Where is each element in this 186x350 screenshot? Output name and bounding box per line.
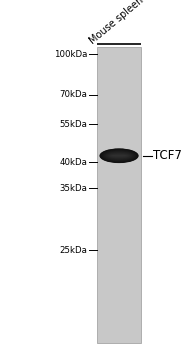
Ellipse shape (110, 154, 128, 157)
Ellipse shape (112, 155, 126, 156)
Ellipse shape (110, 154, 128, 158)
Ellipse shape (108, 153, 130, 159)
Ellipse shape (102, 149, 136, 162)
Ellipse shape (102, 150, 136, 162)
Text: 25kDa: 25kDa (60, 246, 87, 255)
Text: 70kDa: 70kDa (60, 90, 87, 99)
Text: 35kDa: 35kDa (60, 184, 87, 193)
Ellipse shape (99, 148, 139, 163)
Ellipse shape (104, 150, 134, 161)
Ellipse shape (103, 150, 135, 161)
Ellipse shape (111, 155, 127, 157)
Ellipse shape (110, 154, 129, 158)
Ellipse shape (106, 152, 132, 159)
Ellipse shape (112, 155, 126, 156)
Ellipse shape (105, 151, 134, 160)
Text: 100kDa: 100kDa (54, 50, 87, 59)
Ellipse shape (105, 152, 133, 160)
Ellipse shape (100, 149, 138, 163)
Ellipse shape (101, 149, 137, 162)
Bar (97, 47, 141, 343)
Ellipse shape (100, 149, 138, 163)
Ellipse shape (106, 152, 132, 160)
Ellipse shape (107, 153, 131, 159)
Ellipse shape (104, 151, 134, 161)
Ellipse shape (108, 153, 130, 159)
Text: 55kDa: 55kDa (60, 120, 87, 129)
Ellipse shape (113, 155, 125, 156)
Text: TCF7: TCF7 (153, 149, 181, 162)
Text: 40kDa: 40kDa (60, 158, 87, 167)
Ellipse shape (107, 152, 131, 159)
Ellipse shape (101, 149, 137, 162)
Ellipse shape (109, 153, 129, 158)
Ellipse shape (109, 154, 129, 158)
Text: Mouse spleen: Mouse spleen (88, 0, 146, 46)
Ellipse shape (111, 154, 127, 157)
Ellipse shape (103, 150, 135, 161)
Ellipse shape (105, 151, 133, 160)
